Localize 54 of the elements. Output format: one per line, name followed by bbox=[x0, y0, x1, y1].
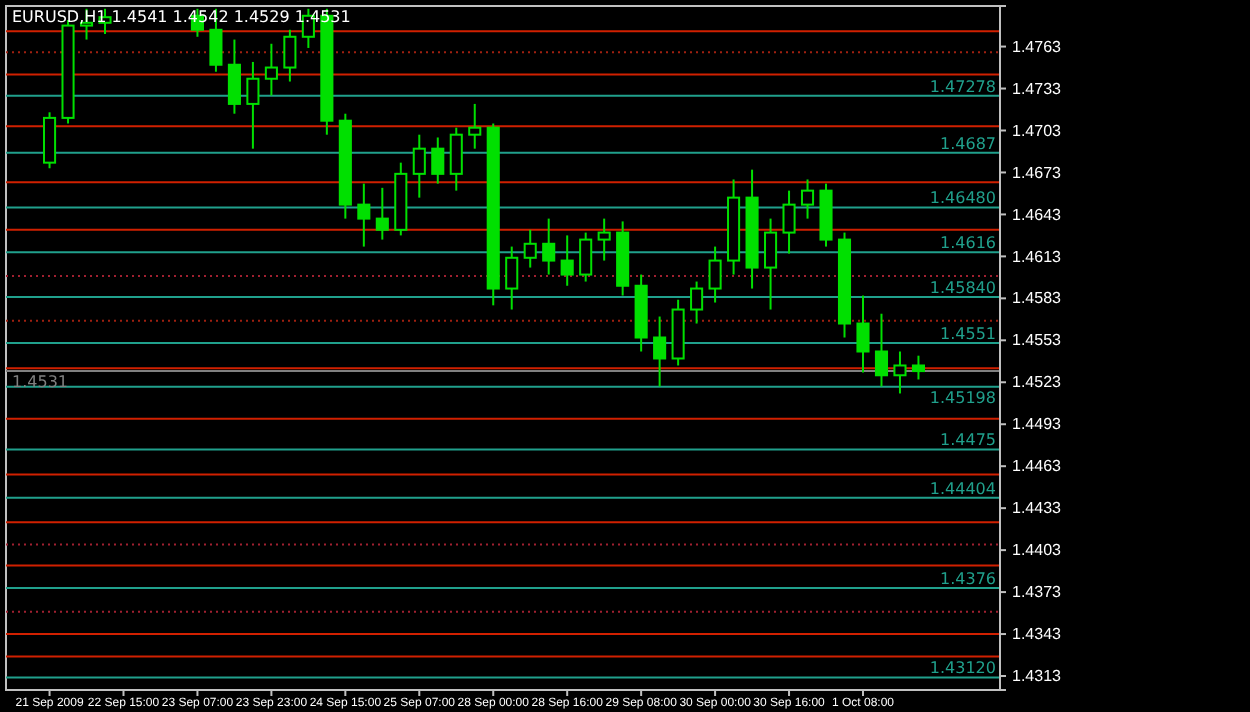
y-tick-label: 1.4613 bbox=[1012, 247, 1063, 266]
y-tick-label: 1.4493 bbox=[1012, 415, 1063, 434]
candlestick bbox=[597, 217, 611, 262]
y-tick-label: 1.4583 bbox=[1012, 289, 1063, 308]
candlestick bbox=[560, 234, 574, 287]
candlestick bbox=[911, 354, 925, 381]
ref-line-label: 1.46480 bbox=[929, 189, 996, 208]
y-tick-label: 1.4553 bbox=[1012, 331, 1063, 350]
ref-line-label: 1.4687 bbox=[940, 134, 996, 153]
candlestick bbox=[357, 182, 371, 248]
candlestick bbox=[412, 133, 426, 199]
candlestick bbox=[505, 245, 519, 311]
candlestick bbox=[690, 280, 704, 325]
ref-line-label: 1.4475 bbox=[940, 431, 996, 450]
y-tick-label: 1.4673 bbox=[1012, 163, 1063, 182]
candlestick bbox=[375, 186, 389, 241]
candlestick bbox=[246, 60, 260, 150]
y-tick-label: 1.4463 bbox=[1012, 457, 1063, 476]
ref-line-label: 1.45198 bbox=[929, 388, 996, 407]
y-tick-label: 1.4733 bbox=[1012, 79, 1063, 98]
ref-line-label: 1.4551 bbox=[940, 325, 996, 344]
ref-line-label: 1.4376 bbox=[940, 569, 996, 588]
candlestick bbox=[468, 102, 482, 150]
y-tick-label: 1.4763 bbox=[1012, 37, 1063, 56]
ref-line-label: 1.45840 bbox=[929, 278, 996, 297]
candlestick bbox=[283, 28, 297, 83]
candlestick bbox=[653, 315, 667, 388]
candlestick bbox=[874, 312, 889, 388]
y-tick-label: 1.4313 bbox=[1012, 667, 1063, 686]
y-tick-label: 1.4433 bbox=[1012, 499, 1063, 518]
y-tick-label: 1.4373 bbox=[1012, 583, 1063, 602]
y-tick-label: 1.4703 bbox=[1012, 121, 1063, 140]
candlestick bbox=[523, 228, 537, 269]
candlestick bbox=[708, 245, 722, 304]
candlestick bbox=[431, 136, 445, 185]
candlestick bbox=[764, 217, 778, 311]
ref-line-label: 1.44404 bbox=[929, 479, 996, 498]
candlestick bbox=[782, 189, 796, 255]
candlestick bbox=[800, 178, 815, 220]
ref-line-label: 1.4616 bbox=[940, 234, 996, 253]
candlestick bbox=[227, 38, 241, 115]
candlestick bbox=[542, 217, 556, 276]
y-tick-label: 1.4643 bbox=[1012, 205, 1063, 224]
candlestick bbox=[43, 111, 57, 170]
y-tick-label: 1.4403 bbox=[1012, 541, 1063, 560]
candlestick bbox=[893, 350, 907, 395]
candlestick bbox=[579, 231, 593, 283]
ref-line-label: 1.43120 bbox=[929, 659, 996, 678]
y-tick-label: 1.4523 bbox=[1012, 373, 1063, 392]
candlestick bbox=[449, 126, 463, 192]
y-tick-label: 1.4343 bbox=[1012, 625, 1063, 644]
ref-line-label: 1.47278 bbox=[929, 77, 996, 96]
candlestick bbox=[856, 294, 870, 374]
candlestick bbox=[264, 42, 278, 97]
